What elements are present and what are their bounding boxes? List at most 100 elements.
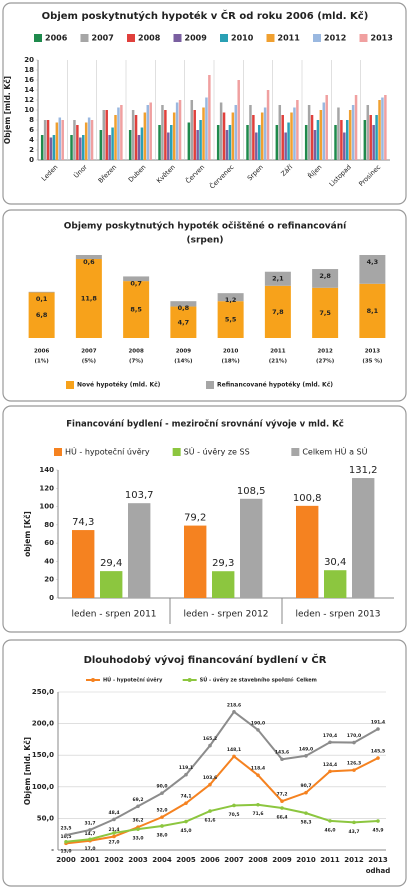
- point: [64, 833, 68, 837]
- point: [136, 804, 140, 809]
- bar: [167, 132, 170, 160]
- bar: [87, 117, 91, 160]
- bar: [128, 503, 151, 598]
- bar: [240, 498, 263, 598]
- bar: [131, 110, 135, 160]
- bar: [378, 100, 381, 160]
- bar: [216, 125, 220, 160]
- bar: [205, 97, 208, 160]
- legend-label: 2007: [92, 34, 114, 43]
- x-tick-sublabel: (5%): [82, 359, 97, 365]
- bar: [175, 102, 179, 160]
- legend-swatch: [66, 381, 74, 389]
- bar: [352, 478, 375, 598]
- value-label: 108,5: [237, 486, 266, 497]
- y-tick-label: 2: [29, 146, 34, 154]
- value-label: 48,4: [108, 810, 119, 816]
- bar: [263, 107, 267, 160]
- value-label: 100,8: [293, 493, 322, 504]
- legend-label: Refinancované hypotéky (mld. Kč): [217, 382, 333, 389]
- bar: [384, 95, 387, 160]
- bar: [366, 105, 370, 160]
- bar: [70, 135, 73, 160]
- value-label: 90,7: [300, 783, 311, 789]
- bar: [340, 120, 343, 160]
- bar: [114, 115, 117, 160]
- x-note: odhad: [366, 867, 391, 875]
- legend-label: SÚ - úvěry ze stavebního spoření: [200, 677, 293, 684]
- chart-title: Financování bydlení - meziroční srovnání…: [66, 419, 344, 430]
- bar: [196, 130, 199, 160]
- point: [160, 815, 164, 819]
- bar-segment: [264, 285, 291, 338]
- value-label: 11,8: [81, 295, 98, 303]
- bar: [222, 112, 226, 160]
- y-tick-label: 120: [39, 484, 54, 492]
- x-tick-label: 2008: [128, 349, 143, 355]
- value-label: 165,2: [203, 736, 217, 742]
- bar: [137, 135, 141, 160]
- point: [160, 791, 164, 795]
- x-tick-label: 2002: [104, 856, 124, 864]
- bar: [296, 505, 319, 598]
- legend-swatch: [187, 678, 192, 682]
- bar: [281, 115, 284, 160]
- bar-segment: [359, 255, 386, 284]
- panel: [2, 209, 407, 402]
- x-tick-label: 2012: [317, 349, 332, 355]
- chart-title: Dlouhodobý vývoj financování bydlení v Č…: [84, 653, 327, 666]
- value-label: 6,8: [36, 311, 48, 319]
- legend-label: 2010: [231, 34, 254, 43]
- bar: [140, 127, 144, 160]
- bar: [351, 105, 355, 160]
- bar: [72, 530, 95, 598]
- legend-label: Celkem: [296, 678, 317, 684]
- y-tick-label: 150,0: [32, 751, 54, 759]
- bar: [111, 127, 114, 160]
- value-label: 4,7: [178, 318, 190, 326]
- x-tick-sublabel: (1%): [34, 359, 49, 365]
- point: [256, 773, 260, 777]
- point: [280, 799, 284, 804]
- x-tick-label: leden - srpen 2011: [71, 610, 156, 620]
- bar: [184, 525, 207, 598]
- bar: [79, 137, 82, 160]
- value-label: 43,7: [348, 829, 359, 835]
- value-label: 131,2: [349, 465, 378, 476]
- bar: [225, 130, 229, 160]
- bar: [120, 105, 123, 160]
- x-tick-label: 2007: [224, 856, 244, 864]
- x-tick-label: 2007: [81, 349, 96, 355]
- value-label: 52,0: [156, 808, 167, 814]
- legend-swatch: [220, 34, 228, 42]
- point: [376, 727, 380, 731]
- value-label: 143,6: [275, 750, 289, 756]
- bar: [255, 132, 258, 160]
- x-tick-sublabel: (18%): [222, 359, 241, 365]
- line: [65, 755, 379, 845]
- bar-segment: [217, 301, 244, 338]
- value-label: 5,5: [225, 316, 237, 324]
- x-tick-label: leden - srpen 2012: [183, 610, 268, 620]
- value-label: 7,8: [272, 308, 284, 316]
- x-tick-sublabel: (14%): [174, 359, 193, 365]
- bar-segment: [123, 276, 150, 282]
- y-tick-label: 40: [44, 557, 54, 565]
- y-tick-label: 200,0: [32, 720, 54, 728]
- value-label: 31,7: [84, 820, 95, 826]
- x-tick-label: 2005: [176, 856, 196, 864]
- bar: [99, 130, 103, 160]
- value-label: 148,1: [227, 747, 241, 753]
- y-axis-label: Objem [mld. Kč]: [23, 737, 32, 805]
- bar: [372, 125, 375, 160]
- x-tick-sublabel: (7%): [129, 359, 144, 365]
- x-tick-label: 2001: [80, 856, 100, 864]
- bar: [334, 125, 337, 160]
- value-label: 36,2: [132, 818, 143, 824]
- value-label: 30,4: [324, 557, 346, 568]
- bar: [128, 130, 132, 160]
- value-label: 23,5: [60, 826, 71, 832]
- legend-swatch: [80, 34, 89, 42]
- y-tick-label: 0: [29, 156, 34, 164]
- bar: [193, 110, 196, 160]
